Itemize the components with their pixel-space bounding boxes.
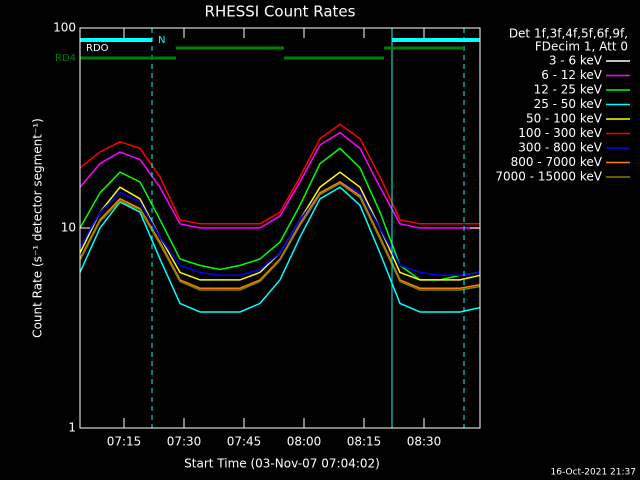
legend-title: FDecim 1, Att 0 [535,40,628,54]
legend-label: 25 - 50 keV [534,97,603,111]
series-line [79,123,480,225]
legend-title: Det 1f,3f,4f,5f,6f,9f, [509,27,628,41]
legend-label: 100 - 300 keV [518,126,602,140]
y-tick-label: 1 [68,421,76,435]
legend-label: 300 - 800 keV [518,141,602,155]
x-tick-label: 07:30 [167,435,202,449]
x-tick-label: 08:30 [407,435,442,449]
legend-label: 800 - 7000 keV [511,155,603,169]
timestamp: 16-Oct-2021 21:37 [551,468,636,478]
legend-label: 50 - 100 keV [526,112,603,126]
series-line [79,182,481,291]
y-tick-label: 10 [61,221,76,235]
legend-label: 7000 - 15000 keV [495,170,602,184]
x-tick-label: 07:15 [107,435,142,449]
flag-label: N [158,35,165,46]
flag-label: RD4 [55,53,76,64]
chart-title: RHESSI Count Rates [205,3,356,21]
series-line [79,186,481,313]
legend-label: 3 - 6 keV [549,54,603,68]
series-line [79,131,480,229]
x-tick-label: 08:00 [287,435,322,449]
y-axis-label: Count Rate (s⁻¹ detector segment⁻¹) [31,118,45,338]
series-line [79,147,481,281]
series-line [79,181,481,277]
flag-label: RDO [86,43,109,54]
legend-label: 6 - 12 keV [541,68,603,82]
y-tick-label: 100 [53,21,76,35]
x-tick-label: 07:45 [227,435,262,449]
series-line [79,171,481,281]
legend-label: 12 - 25 keV [534,83,603,97]
x-tick-label: 08:15 [347,435,382,449]
x-axis-label: Start Time (03-Nov-07 07:04:02) [184,457,380,471]
